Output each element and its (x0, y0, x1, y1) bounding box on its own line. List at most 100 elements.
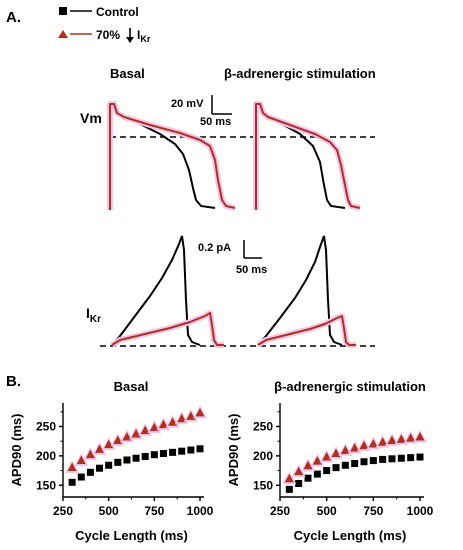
basal-control-point (187, 446, 195, 454)
reduced-legend-percent: 70% (96, 28, 120, 42)
beta-control-point (351, 460, 359, 468)
basal-control-point (141, 452, 149, 460)
beta-reduced-point (340, 445, 350, 454)
beta-title-a: β-adrenergic stimulation (224, 66, 376, 81)
basal-reduced-point (149, 422, 159, 432)
basal-reduced-point (122, 431, 132, 441)
basal-control-point (114, 458, 122, 466)
basal-reduced-point (186, 411, 196, 420)
beta-vm-reduced-glow (253, 101, 361, 211)
beta-control-point (407, 454, 415, 462)
basal-control-point (150, 451, 158, 459)
basal-x-axis-label: Cycle Length (ms) (75, 528, 188, 543)
ikr-scale-current: 0.2 pA (198, 242, 231, 254)
basal-control-point (196, 445, 204, 453)
basal-control-point (96, 464, 104, 472)
beta-x-tick-label: 750 (363, 504, 383, 518)
beta-reduced-point (387, 435, 397, 445)
beta-control-point (369, 457, 377, 465)
beta-x-axis-label: Cycle Length (ms) (294, 528, 407, 543)
basal-reduced-point (195, 407, 205, 417)
beta-control-point (360, 458, 368, 466)
beta-reduced-point (378, 437, 388, 446)
beta-x-tick-label: 500 (317, 504, 337, 518)
reduced-legend-current: IKr (137, 28, 151, 44)
basal-reduced-point (95, 444, 105, 453)
basal-chart-title: Basal (114, 379, 149, 394)
control-legend-label: Control (96, 5, 139, 19)
vm-label: Vm (80, 110, 102, 126)
basal-control-point (169, 448, 177, 456)
beta-reduced-point (312, 456, 322, 465)
basal-x-tick-label: 250 (53, 504, 73, 518)
basal-x-tick-label: 1000 (187, 504, 214, 518)
beta-chart-title: β-adrenergic stimulation (274, 379, 426, 394)
beta-control-point (379, 455, 387, 463)
beta-ikr-control-trace (257, 235, 343, 346)
reduced-legend-marker (58, 30, 68, 38)
basal-reduced-point (76, 455, 86, 464)
control-legend-marker (59, 7, 67, 15)
beta-control-point (323, 467, 331, 475)
beta-apd90-chart: β-adrenergic stimulation 250 500 750 1000 150… (226, 379, 434, 543)
beta-y-axis-label: APD90 (ms) (226, 414, 241, 487)
beta-control-point (332, 464, 340, 472)
down-arrow-icon (126, 28, 134, 43)
beta-y-tick-label: 250 (253, 420, 273, 434)
basal-vm-reduced-trace (109, 103, 236, 210)
beta-y-tick-label: 150 (253, 478, 273, 492)
panel-a-label: A. (6, 9, 21, 26)
beta-control-point (295, 479, 303, 487)
ikr-label: IKr (86, 305, 101, 325)
basal-control-point (159, 450, 167, 458)
basal-ikr-control-trace (111, 235, 201, 346)
beta-control-point (416, 453, 424, 461)
beta-reduced-point (303, 460, 313, 470)
beta-reduced-point (331, 448, 341, 457)
beta-reduced-point (415, 431, 425, 441)
basal-control-point (178, 447, 186, 455)
beta-reduced-point (359, 440, 369, 450)
basal-y-axis-label: APD90 (ms) (9, 414, 24, 487)
beta-y-tick-label: 200 (253, 449, 273, 463)
basal-reduced-point (177, 413, 187, 423)
basal-y-tick-label: 150 (36, 478, 56, 492)
beta-control-point (313, 470, 321, 478)
beta-reduced-point (350, 443, 360, 452)
basal-control-point (123, 456, 131, 464)
legend: Control 70% IKr (58, 5, 151, 44)
basal-reduced-point (113, 435, 123, 445)
basal-control-point (68, 478, 76, 486)
basal-y-tick-label: 200 (36, 449, 56, 463)
vm-scale-time: 50 ms (200, 116, 231, 128)
beta-ikr-reduced-trace (257, 315, 356, 346)
beta-control-point (285, 485, 293, 493)
basal-reduced-point (85, 449, 95, 459)
basal-reduced-point (168, 417, 178, 426)
basal-reduced-point (158, 419, 168, 429)
beta-reduced-point (396, 434, 406, 443)
basal-y-tick-label: 250 (36, 420, 56, 434)
beta-control-point (341, 461, 349, 469)
basal-x-tick-label: 500 (99, 504, 119, 518)
basal-control-point (132, 454, 140, 462)
beta-control-point (397, 454, 405, 462)
beta-x-tick-label: 1000 (407, 504, 434, 518)
basal-title-a: Basal (110, 66, 145, 81)
basal-x-tick-label: 750 (144, 504, 164, 518)
beta-reduced-point (284, 473, 294, 483)
vm-scale-voltage: 20 mV (171, 98, 204, 110)
beta-reduced-point (406, 433, 416, 442)
ikr-scale-bar (243, 240, 262, 259)
panel-b-label: B. (6, 373, 21, 390)
basal-control-point (105, 461, 113, 469)
beta-reduced-point (368, 439, 378, 448)
ikr-scale-time: 50 ms (236, 264, 267, 276)
beta-x-tick-label: 250 (270, 504, 290, 518)
basal-control-point (86, 468, 94, 476)
basal-ikr-reduced-trace (111, 312, 224, 346)
beta-control-point (388, 455, 396, 463)
basal-control-point (77, 473, 85, 481)
